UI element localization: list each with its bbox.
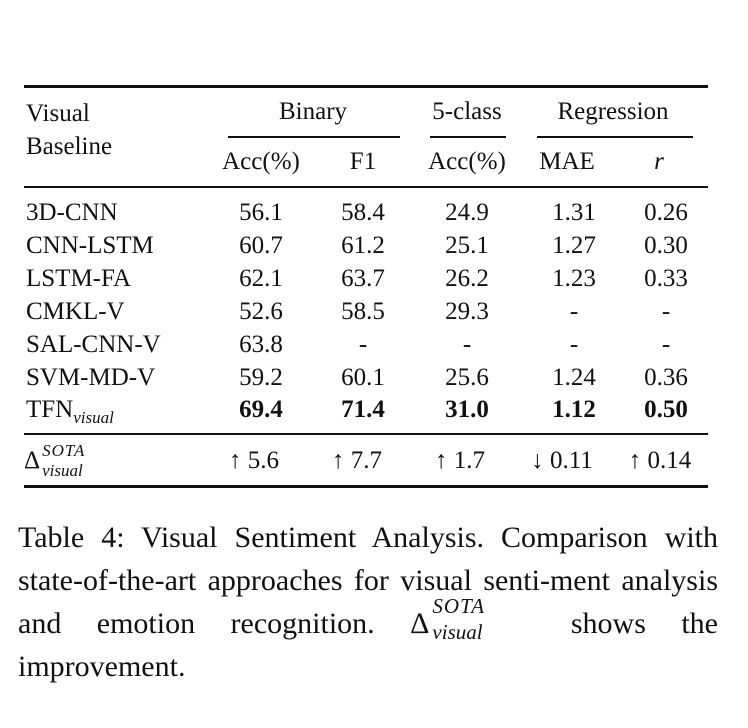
table-cell-f1: 63.7 [341,265,385,292]
table-cell-r: 0.30 [644,232,688,259]
tfn-acc: 69.4 [239,396,283,423]
header-baseline: Baseline [26,133,113,160]
table-cell-mae: 1.31 [552,199,596,226]
tfn-mae: 1.12 [552,396,596,423]
delta-row-label: Δ SOTA visual [24,441,86,480]
table-cell-f1: 60.1 [341,364,385,391]
delta-acc: ↑ 5.6 [229,447,279,474]
delta-top-rule [24,433,708,435]
header-visual: Visual [26,100,90,127]
5class-group-rule [430,136,506,138]
table-cell-r: 0.36 [644,364,688,391]
table-caption: Table 4: Visual Sentiment Analysis. Comp… [18,516,718,688]
table-cell-acc5: 24.9 [445,199,489,226]
caption-text-end: shows the improvement. [18,607,718,683]
table-row-name: SVM-MD-V [26,364,156,391]
table-cell-r: - [661,298,671,325]
table-cell-mae: - [569,298,579,325]
tfn-row-name: TFNvisual [26,396,114,427]
table-cell-f1: - [358,331,368,358]
binary-group-rule [228,136,400,138]
table-cell-acc5: 29.3 [445,298,489,325]
delta-f1: ↑ 7.7 [332,447,382,474]
table-row-name: SAL-CNN-V [26,331,161,358]
regression-group-rule [537,136,693,138]
tfn-acc5: 31.0 [445,396,489,423]
tfn-f1: 71.4 [341,396,385,423]
col-f1: F1 [349,148,377,175]
table-row-name: CMKL-V [26,298,125,325]
table-cell-acc: 60.7 [239,232,283,259]
table-cell-r: - [661,331,671,358]
table-cell-acc: 52.6 [239,298,283,325]
table-cell-acc: 59.2 [239,364,283,391]
table-cell-f1: 61.2 [341,232,385,259]
delta-acc5: ↑ 1.7 [435,447,485,474]
table-cell-r: 0.33 [644,265,688,292]
delta-r: ↑ 0.14 [628,447,692,474]
table-cell-acc5: 26.2 [445,265,489,292]
table-cell-mae: - [569,331,579,358]
table-cell-r: 0.26 [644,199,688,226]
table-row-name: CNN-LSTM [26,232,154,259]
header-bottom-rule [24,186,708,188]
header-5class: 5-class [432,98,502,125]
table-cell-acc: 56.1 [239,199,283,226]
table-top-rule [24,85,708,88]
table-cell-mae: 1.24 [552,364,596,391]
table-cell-acc5: 25.6 [445,364,489,391]
table-cell-acc: 63.8 [239,331,283,358]
header-binary: Binary [278,98,348,125]
table-cell-acc5: - [462,331,472,358]
caption-text: Table 4: Visual Sentiment Analysis. Comp… [18,521,718,640]
table-cell-mae: 1.27 [552,232,596,259]
table-row-name: LSTM-FA [26,265,132,292]
table-bottom-rule [24,485,708,488]
table-cell-f1: 58.5 [341,298,385,325]
table-cell-acc: 62.1 [239,265,283,292]
tfn-r: 0.50 [644,396,688,423]
col-mae: MAE [539,148,595,175]
header-regression: Regression [557,98,669,125]
table-cell-f1: 58.4 [341,199,385,226]
caption-delta: Δ SOTA visual [410,594,486,644]
delta-mae: ↓ 0.11 [531,447,593,474]
table-cell-acc5: 25.1 [445,232,489,259]
table-row-name: 3D-CNN [26,199,118,226]
col-acc-5class: Acc(%) [428,148,506,175]
col-acc-binary: Acc(%) [222,148,300,175]
table-cell-mae: 1.23 [552,265,596,292]
col-r: r [654,148,664,175]
